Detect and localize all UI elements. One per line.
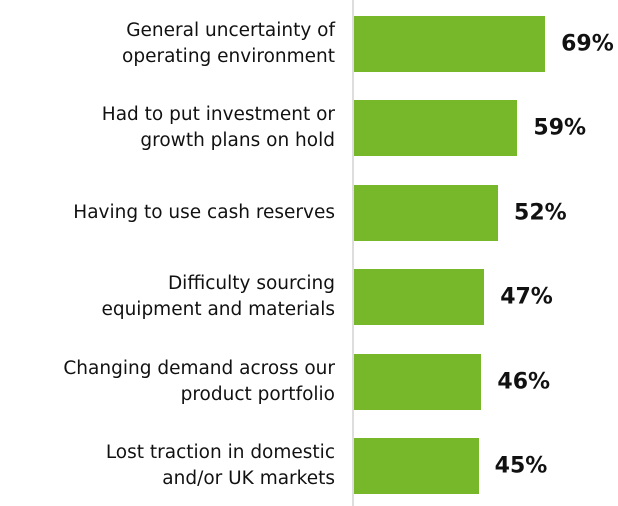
value-label: 69% xyxy=(561,31,614,57)
bar xyxy=(354,100,518,157)
value-label: 45% xyxy=(494,453,548,479)
bar xyxy=(354,438,479,494)
value-label: 47% xyxy=(500,284,553,310)
category-label: Changing demand across our product portf… xyxy=(63,357,335,405)
category-label: Having to use cash reserves xyxy=(73,201,335,223)
category-label: Lost traction in domestic and/or UK mark… xyxy=(105,442,335,489)
category-label: Had to put investment or growth plans on… xyxy=(101,104,335,152)
bar xyxy=(354,16,546,72)
bar xyxy=(354,184,499,241)
bar xyxy=(354,353,482,410)
value-label: 52% xyxy=(514,200,567,226)
value-label: 46% xyxy=(497,369,551,395)
bar xyxy=(354,269,485,326)
axis-line xyxy=(352,0,354,506)
category-label: General uncertainty of operating environ… xyxy=(122,20,335,67)
category-label: Difficulty sourcing equipment and materi… xyxy=(101,273,335,321)
value-label: 59% xyxy=(533,115,587,141)
